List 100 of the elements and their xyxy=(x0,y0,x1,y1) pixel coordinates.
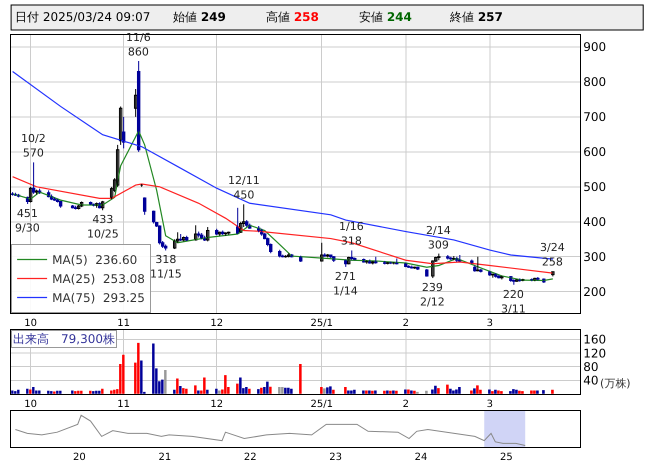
bar xyxy=(278,387,281,394)
bar xyxy=(458,387,461,394)
x-tick-label: 21 xyxy=(158,452,172,463)
legend-label: MA(75) 293.25 xyxy=(52,291,145,306)
bar xyxy=(326,387,329,394)
y-tick-label: 500 xyxy=(583,180,606,194)
bar xyxy=(281,387,284,394)
y-tick-label: 700 xyxy=(583,110,606,124)
bar xyxy=(182,388,185,394)
annotation: 318 11/15 xyxy=(150,253,182,280)
bar xyxy=(152,344,155,394)
candlestick xyxy=(437,253,440,261)
bar xyxy=(29,389,32,394)
y-tick-label: 200 xyxy=(583,284,606,299)
bar xyxy=(224,375,227,394)
y-tick-label: 120 xyxy=(583,346,606,360)
x-tick-label: 11 xyxy=(117,398,130,410)
text: 終値 257 xyxy=(449,10,503,24)
legend-label: MA(25) 253.08 xyxy=(52,272,145,286)
annotation: 12/11 450 xyxy=(228,174,260,202)
x-tick-label: 22 xyxy=(244,452,257,463)
y-tick-label: 160 xyxy=(583,332,606,347)
bar xyxy=(257,389,260,394)
x-tick-label: 23 xyxy=(329,452,342,463)
annotation: 11/6 860 xyxy=(126,31,151,58)
bar xyxy=(329,386,332,394)
bar xyxy=(203,378,206,394)
x-tick-label: 25/1 xyxy=(310,398,333,410)
chart-title: 出来高 79,300株 xyxy=(13,332,115,346)
bar xyxy=(446,384,449,394)
candlestick xyxy=(416,266,420,271)
bar xyxy=(101,388,104,394)
bar xyxy=(344,387,347,394)
bar xyxy=(245,387,248,394)
bar xyxy=(239,378,242,394)
x-tick-label: 3 xyxy=(486,398,494,410)
bar xyxy=(14,391,16,394)
bar xyxy=(26,388,29,394)
bar xyxy=(161,380,164,394)
x-tick-label: 25/1 xyxy=(310,318,333,330)
x-tick-label: 12 xyxy=(210,318,224,330)
bar xyxy=(323,388,326,394)
text: 始値 249 xyxy=(173,10,226,24)
bar xyxy=(299,364,302,394)
y-tick-label: 800 xyxy=(583,75,606,90)
bar xyxy=(179,386,182,394)
annotation: 451 9/30 xyxy=(15,207,40,234)
x-tick-label: 10 xyxy=(24,318,37,330)
y-tick-label: 400 xyxy=(583,214,606,229)
y-tick-label: 300 xyxy=(583,250,606,264)
annotation: 433 10/25 xyxy=(87,213,119,240)
bar xyxy=(287,388,290,394)
bar xyxy=(266,382,269,394)
bar xyxy=(50,391,53,394)
text: 安値 244 xyxy=(359,10,412,24)
x-tick-label: 10 xyxy=(24,398,37,410)
annotation: 220 3/11 xyxy=(501,288,526,316)
bar xyxy=(32,387,35,394)
bar xyxy=(122,354,125,394)
y-axis-title: (万株) xyxy=(600,377,631,390)
annotation: 10/2 570 xyxy=(21,132,46,160)
y-tick-label: 600 xyxy=(583,145,606,160)
bar xyxy=(434,386,437,394)
y-tick-label: 900 xyxy=(583,40,606,54)
bar xyxy=(92,391,95,394)
bar xyxy=(236,384,239,394)
bar xyxy=(164,370,167,394)
x-tick-label: 24 xyxy=(414,452,428,463)
y-tick-label: 80 xyxy=(583,360,599,374)
x-tick-label: 25 xyxy=(500,452,513,463)
bar xyxy=(74,391,77,394)
bar xyxy=(17,390,20,394)
bar xyxy=(35,390,38,394)
bar xyxy=(284,388,287,394)
bar xyxy=(320,387,323,394)
bar xyxy=(551,390,554,394)
annotation: 271 1/14 xyxy=(333,270,358,298)
bar xyxy=(437,388,440,394)
bar xyxy=(476,385,479,394)
bar xyxy=(140,360,143,394)
text: 高値 258 xyxy=(266,10,319,24)
bar xyxy=(71,390,74,394)
annotation: 2/14 309 xyxy=(426,224,451,252)
annotation: 239 2/12 xyxy=(420,281,445,308)
chart-title: 日付 2025/03/24 09:07 xyxy=(15,10,150,24)
legend-label: MA(5) 236.60 xyxy=(52,253,138,268)
x-tick-label: 3 xyxy=(486,318,494,330)
bar xyxy=(110,390,113,394)
x-tick-label: 2 xyxy=(402,318,409,330)
x-tick-label: 12 xyxy=(210,398,224,410)
bar xyxy=(260,388,263,394)
x-tick-label: 20 xyxy=(73,452,86,463)
bar xyxy=(269,386,272,394)
bar xyxy=(194,385,197,394)
bar xyxy=(512,389,515,394)
x-tick-label: 11 xyxy=(117,318,130,330)
bar xyxy=(137,342,140,394)
bar xyxy=(38,390,41,394)
bar xyxy=(176,378,179,394)
x-tick-label: 2 xyxy=(402,398,409,410)
